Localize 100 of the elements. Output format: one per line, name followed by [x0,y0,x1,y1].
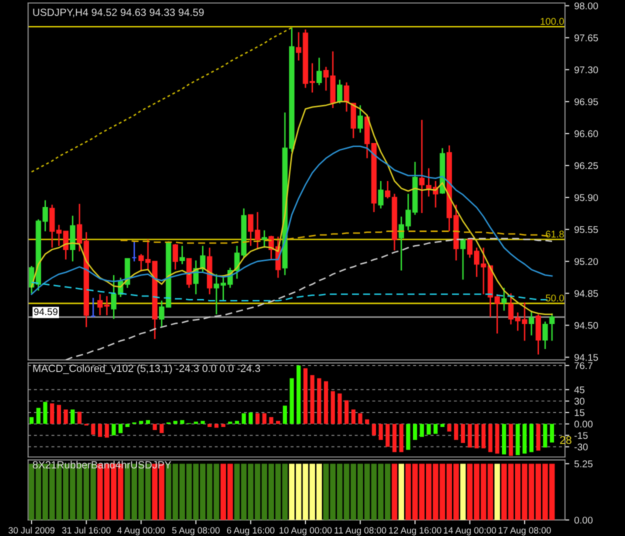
bar [173,420,178,424]
ref-line-label: 94.59 [34,308,58,316]
bar [43,402,48,424]
bar [152,424,157,430]
y-tick-label: 95.55 [574,226,598,234]
bar [98,424,102,437]
y-tick-label: 95.20 [574,258,598,265]
candlestick [419,119,425,214]
bar [276,420,280,424]
bar [516,424,520,456]
bar [303,368,308,424]
y-tick-label: -30 [574,444,588,450]
bar [255,413,260,424]
bar [112,424,116,436]
bar [386,424,390,447]
bar [434,424,438,434]
candlestick [549,312,555,342]
bar [372,424,376,436]
bar [488,424,492,452]
bar [412,424,418,440]
bar [317,378,322,424]
bar [242,413,246,424]
x-tick-label: 31 Jul 16:00 [62,526,111,534]
candlestick [70,215,76,262]
bar [522,424,527,454]
bar [460,424,466,443]
bar [481,424,486,448]
bar [502,424,506,454]
bar [248,412,253,424]
bar [474,424,479,448]
annotation: 50.0 [546,294,564,302]
bar [529,424,534,452]
bar [550,424,554,442]
bar [330,391,335,424]
bar [399,424,404,452]
candlestick [180,245,185,265]
chart-title: USDJPY,H4 94.52 94.63 94.33 94.59 [33,8,204,18]
y-tick-label: 94.50 [574,322,598,329]
bar [262,413,266,424]
bar [104,424,109,438]
bar [118,424,123,434]
candlestick [528,310,534,336]
annotation: 100.0 [540,18,564,25]
bar [543,424,548,448]
candlestick [378,180,384,210]
bar [70,409,75,424]
candlestick [200,245,206,274]
y-tick-label: 5.25 [574,460,593,468]
bar [296,365,301,424]
y-tick-label: 45 [574,386,584,394]
y-tick-label: 94.15 [574,354,598,361]
bar [36,408,40,424]
bar [139,420,144,424]
bar [146,420,150,424]
candlestick [337,78,342,104]
bar [200,420,205,424]
bar [64,409,68,424]
x-tick-label: 6 Aug 16:00 [227,527,274,536]
bar [208,424,212,427]
bar [440,424,444,427]
bar [420,424,424,437]
x-tick-label: 14 Aug 00:00 [444,527,496,536]
bar [91,424,96,435]
bar [338,393,342,424]
bar [426,424,431,435]
y-tick-label: 97.65 [574,34,598,42]
candlestick [384,180,390,200]
candlestick [542,320,548,350]
bar [221,424,226,427]
bar [406,424,410,450]
y-tick-label: 96.25 [574,162,598,170]
bar [351,409,356,424]
x-tick-label: 12 Aug 16:00 [389,527,442,536]
y-tick-label: 96.60 [574,130,598,138]
x-tick-label: 17 Aug 08:00 [498,527,551,536]
bar [324,381,328,424]
bar [50,403,54,424]
line-series [30,26,292,173]
bar [160,424,164,434]
y-tick-label: 94.85 [574,290,598,297]
bar [536,424,540,451]
y-tick-label: 0.00 [574,420,593,428]
x-tick-label: 4 Aug 00:00 [117,527,165,536]
bar [365,419,370,424]
candlestick [358,104,363,134]
bar [468,424,472,448]
bar [454,424,458,440]
candlestick [172,243,178,270]
bar [234,420,240,424]
bar [56,404,61,424]
bar [180,420,184,424]
bar [290,378,294,424]
x-tick-label: 10 Aug 00:00 [280,527,332,536]
y-tick-label: 15 [574,409,584,416]
y-tick-label: 76.7 [574,362,592,370]
x-tick-label: 11 Aug 08:00 [334,527,386,536]
bar [344,400,349,424]
bar [310,375,314,424]
y-tick-label: 98.00 [574,2,598,10]
bar [269,417,274,424]
